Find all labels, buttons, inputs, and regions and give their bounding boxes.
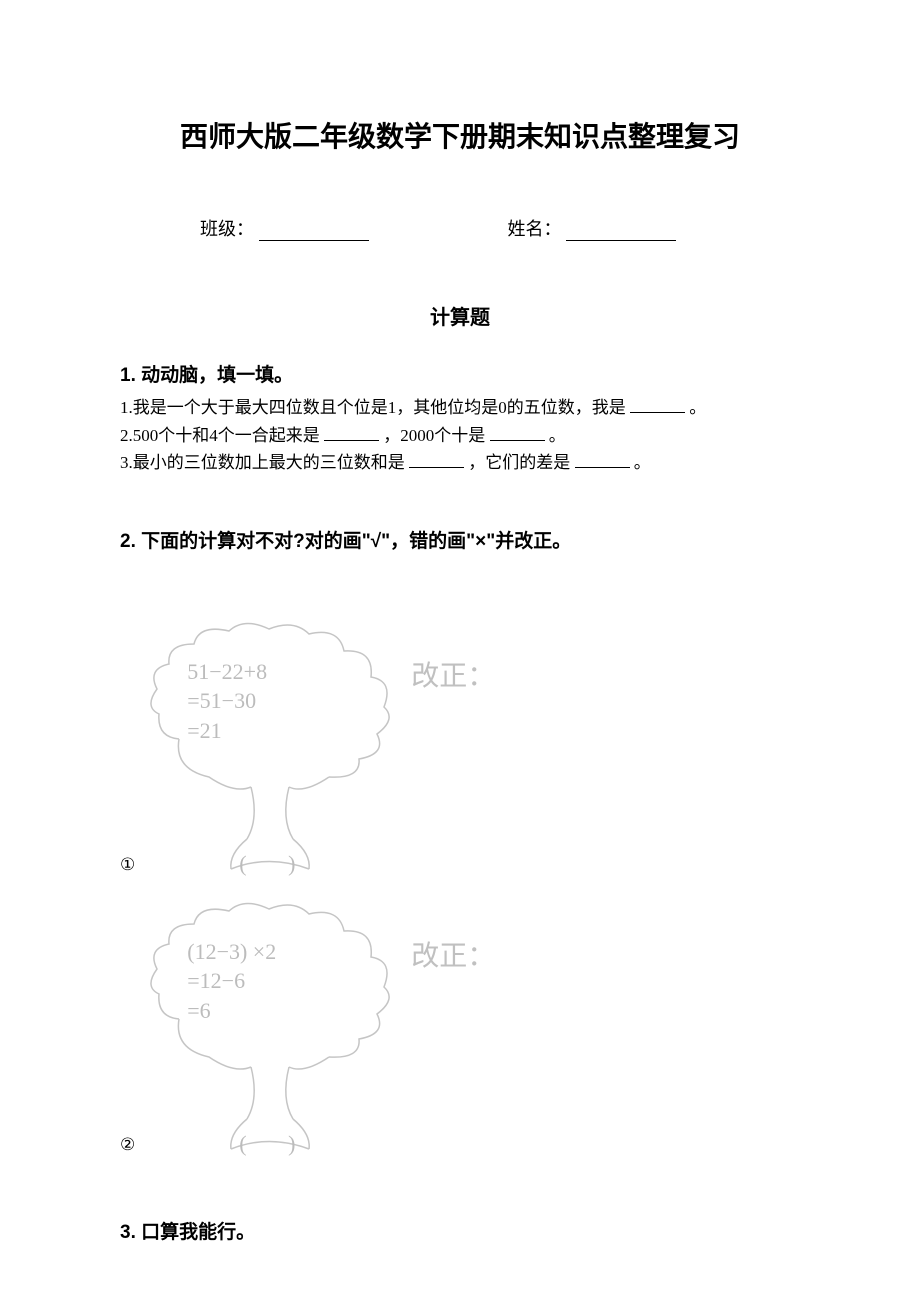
- document-page: 西师大版二年级数学下册期末知识点整理复习 班级： 姓名： 计算题 1. 动动脑，…: [0, 0, 920, 1312]
- correction-label: 改正：: [411, 654, 495, 694]
- q3-head: 3. 口算我能行。: [120, 1217, 800, 1244]
- blank: [490, 426, 545, 441]
- calc-line: (12−3) ×2: [187, 937, 276, 967]
- q2-item1: ① 5: [120, 619, 800, 879]
- q1-s1b: 。: [689, 398, 706, 417]
- q1-s3c: 。: [634, 453, 651, 472]
- calc-line: =21: [187, 716, 267, 746]
- q2-item2-index: ②: [120, 1135, 135, 1159]
- q1-s3b: ，它们的差是: [468, 453, 570, 472]
- q1-s3a: 3.最小的三位数加上最大的三位数和是: [120, 453, 405, 472]
- q2-head: 2. 下面的计算对不对?对的画"√"，错的画"×"并改正。: [120, 526, 800, 553]
- calc-line: 51−22+8: [187, 657, 267, 687]
- q2-item2: ② (12−3) ×2 =12−6 =6 ( ): [120, 899, 800, 1159]
- class-blank: [259, 222, 369, 241]
- student-info-line: 班级： 姓名：: [120, 215, 800, 241]
- q2-item1-work: 51−22+8 =51−30 =21: [187, 657, 267, 746]
- tree-icon: [139, 619, 399, 874]
- name-label: 姓名：: [508, 215, 562, 241]
- q2-item1-index: ①: [120, 855, 135, 879]
- tree-illustration: 51−22+8 =51−30 =21 ( ): [139, 619, 399, 879]
- section-header: 计算题: [120, 301, 800, 330]
- tree-illustration: (12−3) ×2 =12−6 =6 ( ): [139, 899, 399, 1159]
- page-title: 西师大版二年级数学下册期末知识点整理复习: [120, 115, 800, 155]
- q1-s1a: 1.我是一个大于最大四位数且个位是1，其他位均是0的五位数，我是: [120, 398, 626, 417]
- q1-sub3: 3.最小的三位数加上最大的三位数和是 ，它们的差是 。: [120, 450, 800, 476]
- blank: [575, 453, 630, 468]
- q1-s2b: ，2000个十是: [383, 426, 485, 445]
- blank: [324, 426, 379, 441]
- q1-s2a: 2.500个十和4个一合起来是: [120, 426, 320, 445]
- correction-label: 改正：: [411, 934, 495, 974]
- answer-paren: ( ): [239, 1131, 313, 1157]
- calc-line: =51−30: [187, 686, 267, 716]
- q1-sub2: 2.500个十和4个一合起来是 ，2000个十是 。: [120, 423, 800, 449]
- calc-line: =12−6: [187, 966, 276, 996]
- blank: [409, 453, 464, 468]
- q2-item2-work: (12−3) ×2 =12−6 =6: [187, 937, 276, 1026]
- q1-sub1: 1.我是一个大于最大四位数且个位是1，其他位均是0的五位数，我是 。: [120, 395, 800, 421]
- answer-paren: ( ): [239, 851, 313, 877]
- name-blank: [566, 222, 676, 241]
- calc-line: =6: [187, 996, 276, 1026]
- class-label: 班级：: [200, 215, 254, 241]
- q1-head: 1. 动动脑，填一填。: [120, 360, 800, 387]
- blank: [630, 398, 685, 413]
- q1-s2c: 。: [549, 426, 566, 445]
